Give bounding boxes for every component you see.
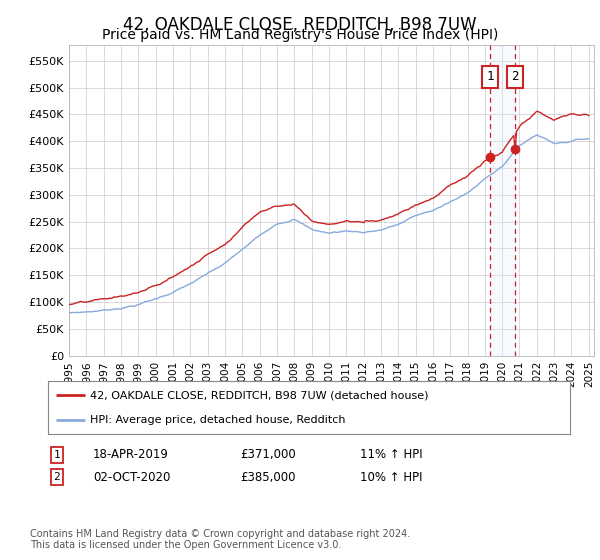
Text: 2: 2: [53, 472, 61, 482]
Text: 42, OAKDALE CLOSE, REDDITCH, B98 7UW: 42, OAKDALE CLOSE, REDDITCH, B98 7UW: [123, 16, 477, 34]
Text: £371,000: £371,000: [240, 448, 296, 461]
Text: 10% ↑ HPI: 10% ↑ HPI: [360, 470, 422, 484]
Text: £385,000: £385,000: [240, 470, 296, 484]
Text: 18-APR-2019: 18-APR-2019: [93, 448, 169, 461]
Bar: [490, 45, 515, 356]
Text: This data is licensed under the Open Government Licence v3.0.: This data is licensed under the Open Gov…: [30, 540, 341, 550]
Text: Price paid vs. HM Land Registry's House Price Index (HPI): Price paid vs. HM Land Registry's House …: [102, 28, 498, 42]
Text: 1: 1: [486, 71, 494, 83]
Text: 02-OCT-2020: 02-OCT-2020: [93, 470, 170, 484]
Text: 42, OAKDALE CLOSE, REDDITCH, B98 7UW (detached house): 42, OAKDALE CLOSE, REDDITCH, B98 7UW (de…: [90, 390, 428, 400]
Text: 1: 1: [53, 450, 61, 460]
Text: HPI: Average price, detached house, Redditch: HPI: Average price, detached house, Redd…: [90, 414, 345, 424]
Text: 2: 2: [511, 71, 519, 83]
Text: 11% ↑ HPI: 11% ↑ HPI: [360, 448, 422, 461]
Text: Contains HM Land Registry data © Crown copyright and database right 2024.: Contains HM Land Registry data © Crown c…: [30, 529, 410, 539]
